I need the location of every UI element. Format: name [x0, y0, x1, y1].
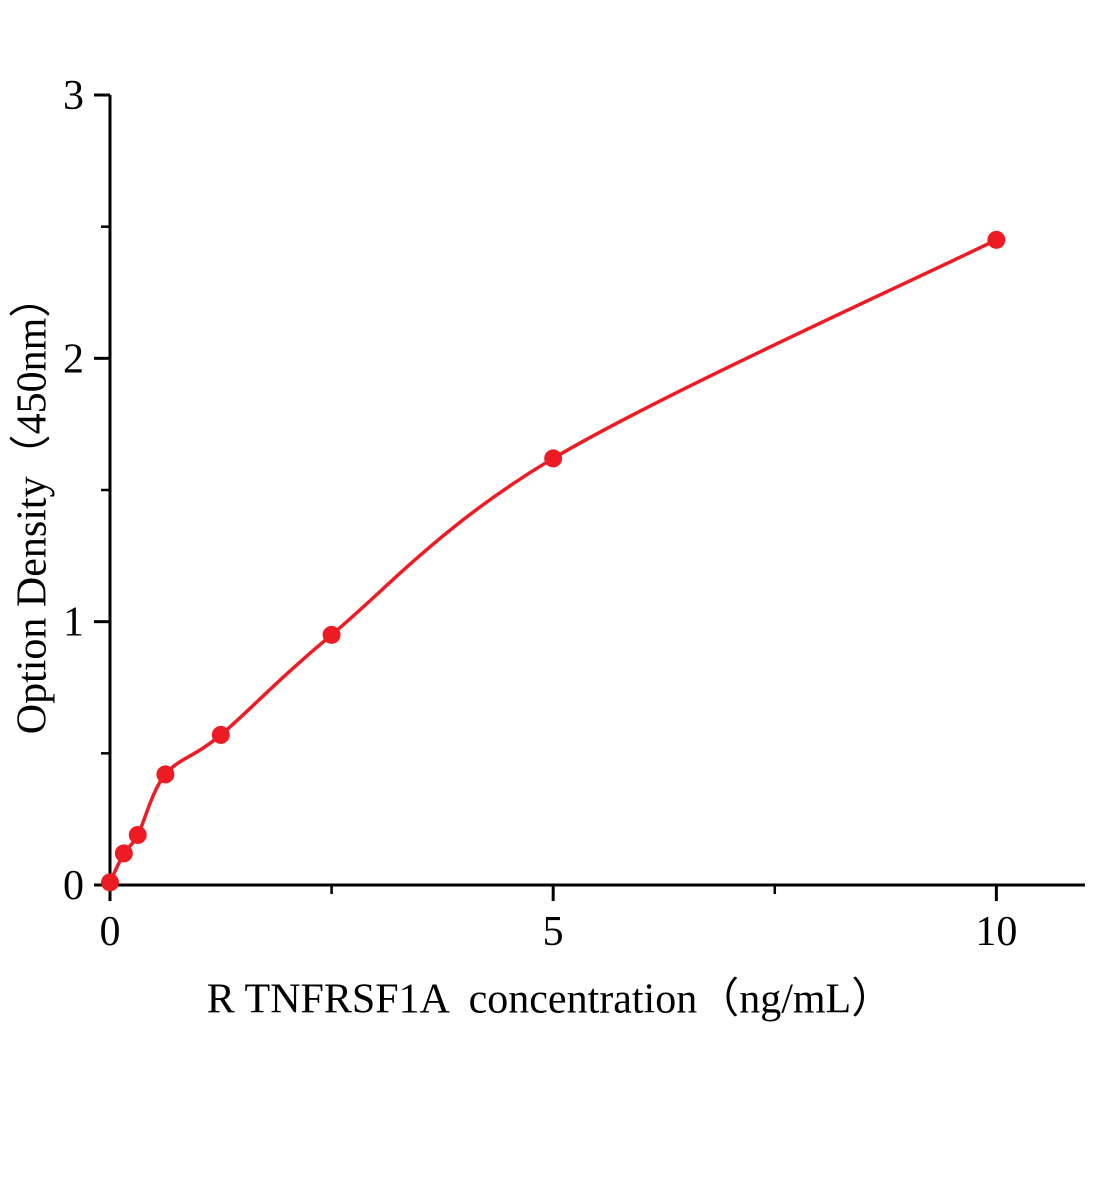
y-axis-title: Option Density（450nm）: [9, 275, 56, 735]
data-point: [128, 825, 147, 844]
y-tick-label: 2: [63, 336, 84, 382]
x-tick-label: 5: [543, 909, 564, 955]
x-axis-title: R TNFRSF1A concentration（ng/mL）: [206, 976, 894, 1023]
data-point: [114, 844, 133, 863]
x-tick-label: 10: [975, 909, 1017, 955]
y-tick-label: 3: [63, 73, 84, 119]
x-tick-label: 0: [100, 909, 121, 955]
data-point: [544, 449, 563, 468]
data-point: [987, 230, 1006, 249]
data-point: [211, 725, 230, 744]
data-point: [101, 873, 119, 892]
data-point: [156, 765, 175, 784]
y-tick-label: 0: [63, 863, 84, 909]
fit-curve: [108, 238, 998, 884]
y-tick-label: 1: [63, 600, 84, 646]
data-point: [322, 625, 341, 644]
